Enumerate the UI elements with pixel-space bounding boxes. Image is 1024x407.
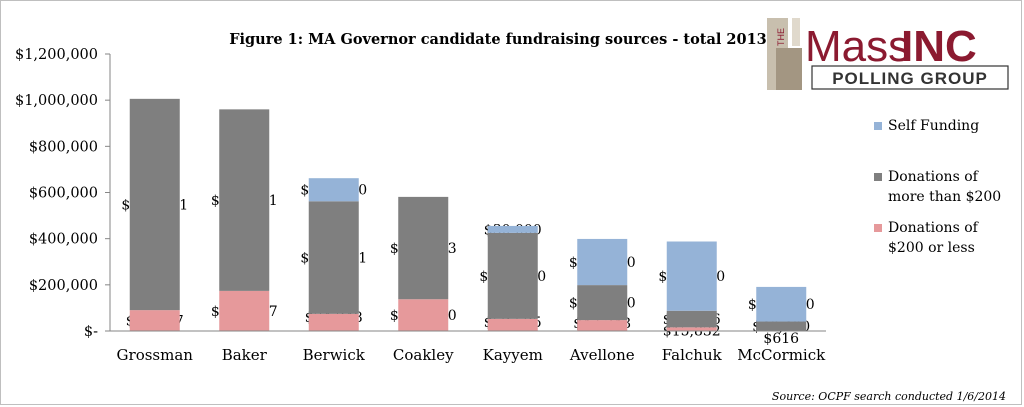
bar-segment (308, 178, 359, 202)
logo-subtitle-text: POLLING GROUP (832, 69, 988, 88)
legend-swatch (874, 173, 882, 181)
bar-segment (577, 238, 628, 286)
bar-segment (219, 109, 270, 291)
x-tick-label: Avellone (569, 346, 635, 364)
bar-segment (577, 320, 628, 331)
bar-segment (398, 196, 449, 300)
y-tick-label: $1,000,000 (15, 93, 98, 109)
logo-mass-text: Mass (805, 22, 910, 71)
bar-segment (219, 290, 270, 331)
bar-segment (487, 232, 538, 319)
y-axis: $- $200,000 $400,000 $600,000 $800,000 $1,000… (15, 47, 111, 340)
y-tick-label: $600,000 (29, 186, 98, 202)
x-axis: Grossman Baker Berwick Coakley Kayyem Avellon… (110, 330, 826, 364)
bar-segment (129, 98, 180, 311)
legend: Self Funding Donations of more than $200 Do… (874, 118, 1001, 256)
legend-label: Donations of more than $200 (888, 169, 1001, 205)
y-tick-label: $1,200,000 (15, 47, 98, 63)
x-tick-label: Grossman (117, 346, 194, 364)
x-tick-label: Berwick (303, 346, 366, 364)
bar-segment (756, 321, 807, 331)
data-label: $616 (763, 331, 799, 347)
source-note: Source: OCPF search conducted 1/6/2014 (772, 390, 1006, 403)
x-tick-label: Kayyem (483, 346, 543, 364)
bar-segment (487, 225, 538, 233)
y-tick-label: $200,000 (29, 278, 98, 294)
x-tick-label: Baker (222, 346, 268, 364)
y-tick-label: $- (84, 324, 98, 340)
logo-inc-text: INC (901, 22, 977, 71)
legend-label: Donations of $200 or less (888, 220, 980, 256)
bar-segment (666, 241, 717, 311)
bar-segment (308, 313, 359, 331)
bars: $90,377$915,351$173,727$786,441$74,248$4… (121, 98, 815, 347)
bar-segment (577, 285, 628, 321)
bar-segment (308, 201, 359, 314)
bar-segment (666, 310, 717, 328)
massinc-polling-group-logo: THE Mass INC POLLING GROUP (767, 18, 1009, 90)
bar-segment (756, 286, 807, 322)
x-tick-label: McCormick (737, 346, 826, 364)
x-tick-label: Coakley (393, 346, 454, 364)
chart-title: Figure 1: MA Governor candidate fundrais… (229, 31, 767, 48)
legend-label: Self Funding (888, 118, 979, 134)
bar-segment (129, 310, 180, 331)
legend-swatch (874, 224, 882, 232)
legend-swatch (874, 122, 882, 130)
bar-segment (398, 299, 449, 331)
bar-segment (666, 327, 717, 331)
logo-the-text: THE (776, 28, 786, 46)
y-tick-label: $800,000 (29, 139, 98, 155)
x-tick-label: Falchuk (662, 346, 723, 364)
bar-segment (487, 318, 538, 331)
y-tick-label: $400,000 (29, 232, 98, 248)
